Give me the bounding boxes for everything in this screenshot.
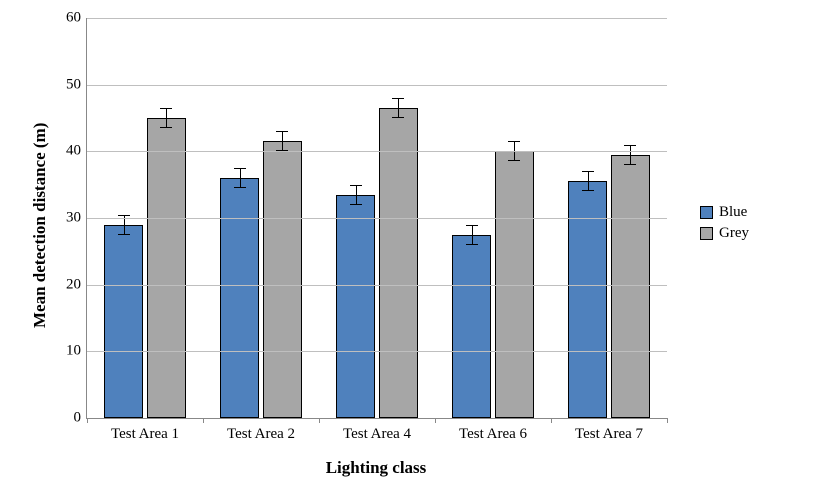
gridline xyxy=(87,351,667,352)
y-tick-label: 40 xyxy=(66,143,87,160)
x-tick-label: Test Area 7 xyxy=(575,418,643,443)
gridline xyxy=(87,151,667,152)
bar-blue xyxy=(568,181,606,418)
gridline xyxy=(87,18,667,19)
y-tick-label: 50 xyxy=(66,76,87,93)
legend-swatch xyxy=(700,227,713,240)
bar-blue xyxy=(336,195,374,418)
x-tick-mark xyxy=(319,418,320,423)
bar-grey xyxy=(147,118,185,418)
legend-item-grey: Grey xyxy=(700,225,749,242)
bar-blue xyxy=(104,225,142,418)
x-tick-label: Test Area 2 xyxy=(227,418,295,443)
gridline xyxy=(87,285,667,286)
x-tick-label: Test Area 4 xyxy=(343,418,411,443)
x-tick-mark xyxy=(435,418,436,423)
bar-grey xyxy=(611,155,649,418)
x-tick-mark xyxy=(667,418,668,423)
bar-grey xyxy=(263,141,301,418)
y-tick-label: 20 xyxy=(66,276,87,293)
bar-blue xyxy=(220,178,258,418)
detection-distance-chart: 0 10 20 30 40 50 60 Test Area 1 Test Area 2 Test … xyxy=(0,0,825,500)
x-tick-label: Test Area 6 xyxy=(459,418,527,443)
x-axis-title: Lighting class xyxy=(86,458,666,478)
legend-label: Blue xyxy=(719,204,747,221)
y-tick-label: 10 xyxy=(66,343,87,360)
plot-area: 0102030405060Test Area 1Test Area 2Test … xyxy=(86,18,667,419)
legend-item-blue: Blue xyxy=(700,204,749,221)
gridline xyxy=(87,218,667,219)
x-tick-mark xyxy=(551,418,552,423)
legend-swatch xyxy=(700,206,713,219)
legend: Blue Grey xyxy=(700,200,749,246)
y-tick-label: 60 xyxy=(66,10,87,27)
legend-label: Grey xyxy=(719,225,749,242)
x-tick-mark xyxy=(203,418,204,423)
y-tick-label: 0 xyxy=(74,410,88,427)
bar-grey xyxy=(379,108,417,418)
bar-blue xyxy=(452,235,490,418)
x-tick-mark xyxy=(87,418,88,423)
x-tick-label: Test Area 1 xyxy=(111,418,179,443)
y-tick-label: 30 xyxy=(66,210,87,227)
gridline xyxy=(87,85,667,86)
y-axis-title: Mean detection distance (m) xyxy=(30,123,50,328)
